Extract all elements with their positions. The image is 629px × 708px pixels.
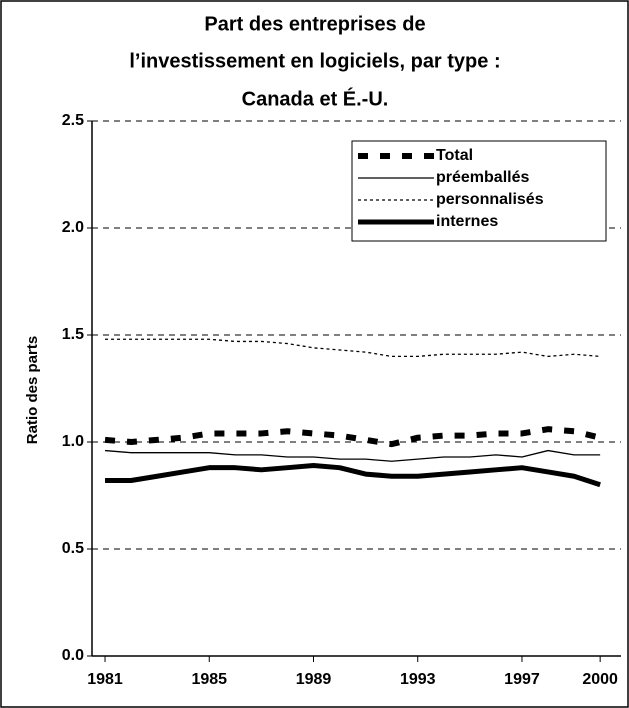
series-line (105, 338, 601, 358)
series-line (105, 463, 601, 488)
y-tick-label: 2.0 (62, 219, 84, 236)
legend-label: internes (436, 213, 498, 230)
x-tick-label: 1997 (504, 671, 540, 688)
chart-title: l’investissement en logiciels, par type … (129, 50, 500, 72)
x-tick-label: 1989 (296, 671, 332, 688)
legend-label: Total (436, 147, 473, 164)
legend-label: personnalisés (436, 191, 544, 208)
x-tick-label: 2000 (582, 671, 618, 688)
chart-title: Part des entreprises de (204, 13, 425, 35)
legend-label: préemballés (436, 169, 529, 186)
series-line (104, 449, 601, 462)
x-tick-label: 1981 (87, 671, 123, 688)
y-tick-label: 1.0 (62, 433, 84, 450)
series-line (104, 426, 601, 448)
x-tick-label: 1985 (191, 671, 227, 688)
y-tick-label: 0.0 (62, 647, 84, 664)
y-tick-label: 0.5 (62, 540, 84, 557)
x-tick-label: 1993 (400, 671, 436, 688)
y-tick-label: 2.5 (62, 112, 84, 129)
y-axis-label: Ratio des parts (24, 336, 41, 444)
y-tick-label: 1.5 (62, 326, 84, 343)
chart-title: Canada et É.-U. (242, 87, 389, 110)
